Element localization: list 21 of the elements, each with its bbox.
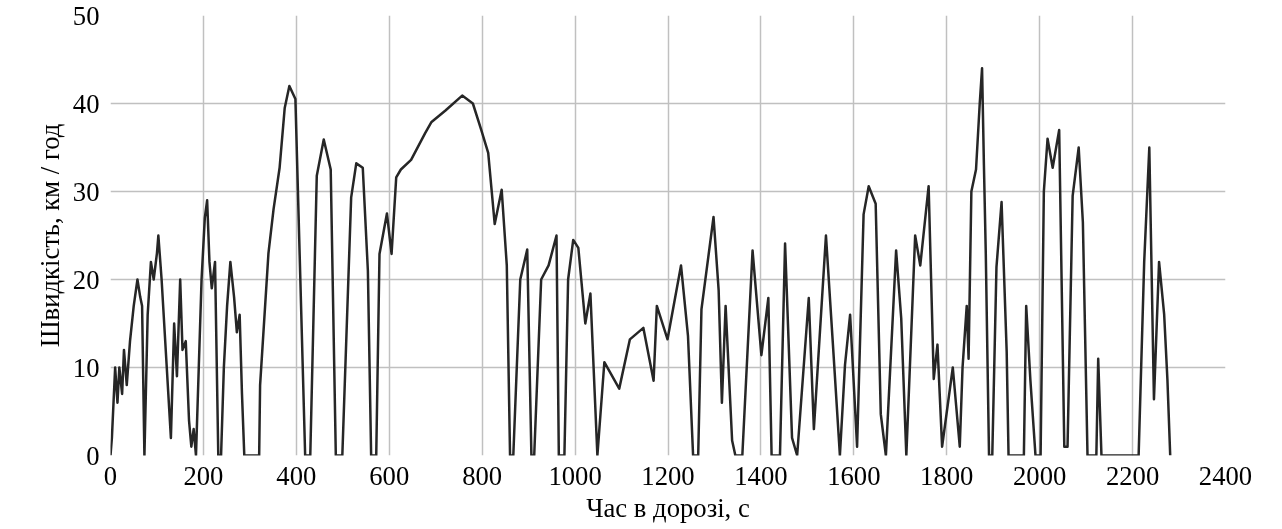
y-tick-label: 50	[72, 0, 100, 31]
x-tick-label: 1600	[827, 460, 881, 491]
x-tick-label: 1400	[734, 460, 788, 491]
x-tick-label: 1800	[920, 460, 974, 491]
x-tick-label: 600	[369, 460, 410, 491]
y-tick-label: 10	[72, 352, 100, 383]
x-tick-label: 2000	[1013, 460, 1067, 491]
y-tick-label: 20	[72, 264, 100, 295]
y-tick-label: 0	[86, 440, 100, 471]
x-tick-label: 1200	[641, 460, 695, 491]
y-tick-label: 40	[72, 88, 100, 119]
line-series	[110, 67, 1172, 456]
y-tick-label: 30	[72, 176, 100, 207]
x-tick-label: 200	[183, 460, 224, 491]
y-axis-title: Швидкість, км / год	[34, 123, 65, 348]
x-tick-label: 1000	[548, 460, 602, 491]
x-tick-label: 2400	[1198, 460, 1253, 491]
x-tick-label: 2200	[1105, 460, 1160, 491]
x-axis-title: Час в дорозі, с	[586, 492, 750, 523]
x-tick-label: 400	[276, 460, 317, 491]
x-tick-label: 800	[462, 460, 503, 491]
